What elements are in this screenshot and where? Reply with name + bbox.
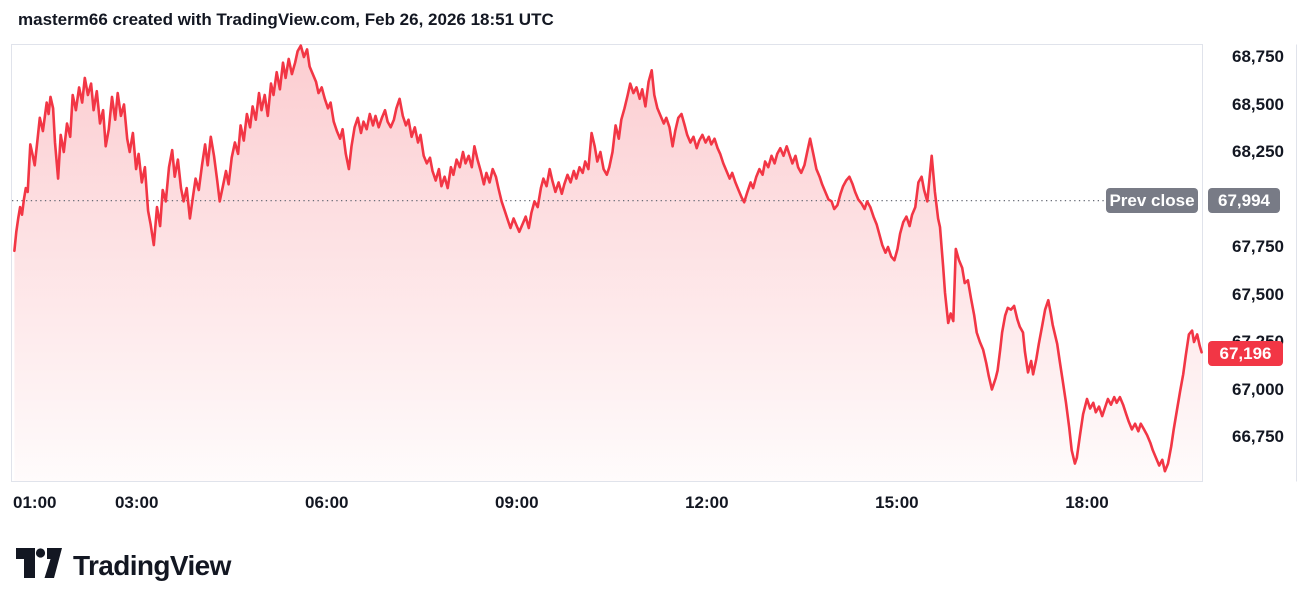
time-tick-label: 06:00 — [305, 493, 349, 512]
time-tick-label: 12:00 — [685, 493, 729, 512]
price-tick-label: 67,750 — [1232, 237, 1284, 256]
price-tick-label: 66,750 — [1232, 427, 1284, 446]
tradingview-logo-icon — [16, 548, 62, 583]
last-price-badge: 67,196 — [1208, 341, 1283, 366]
price-tick-label: 68,250 — [1232, 142, 1284, 161]
prev-close-badge: Prev close — [1106, 188, 1198, 213]
time-tick-label: 09:00 — [495, 493, 539, 512]
price-tick-label: 68,750 — [1232, 47, 1284, 66]
price-tick-label: 67,500 — [1232, 285, 1284, 304]
tradingview-logo-text: TradingView — [73, 549, 231, 581]
prev-close-value-badge: 67,994 — [1208, 188, 1280, 213]
price-line — [13, 44, 1203, 473]
attribution-text: masterm66 created with TradingView.com, … — [18, 10, 554, 29]
tradingview-logo[interactable]: TradingView — [16, 548, 231, 583]
price-tick-label: 68,500 — [1232, 95, 1284, 114]
time-tick-label: 18:00 — [1065, 493, 1109, 512]
plot-area-border — [11, 44, 1203, 482]
time-tick-label: 15:00 — [875, 493, 919, 512]
time-tick-label: 01:00 — [13, 493, 57, 512]
price-area-fill — [14, 45, 1202, 481]
price-tick-label: 67,000 — [1232, 380, 1284, 399]
time-tick-label: 03:00 — [114, 493, 159, 512]
